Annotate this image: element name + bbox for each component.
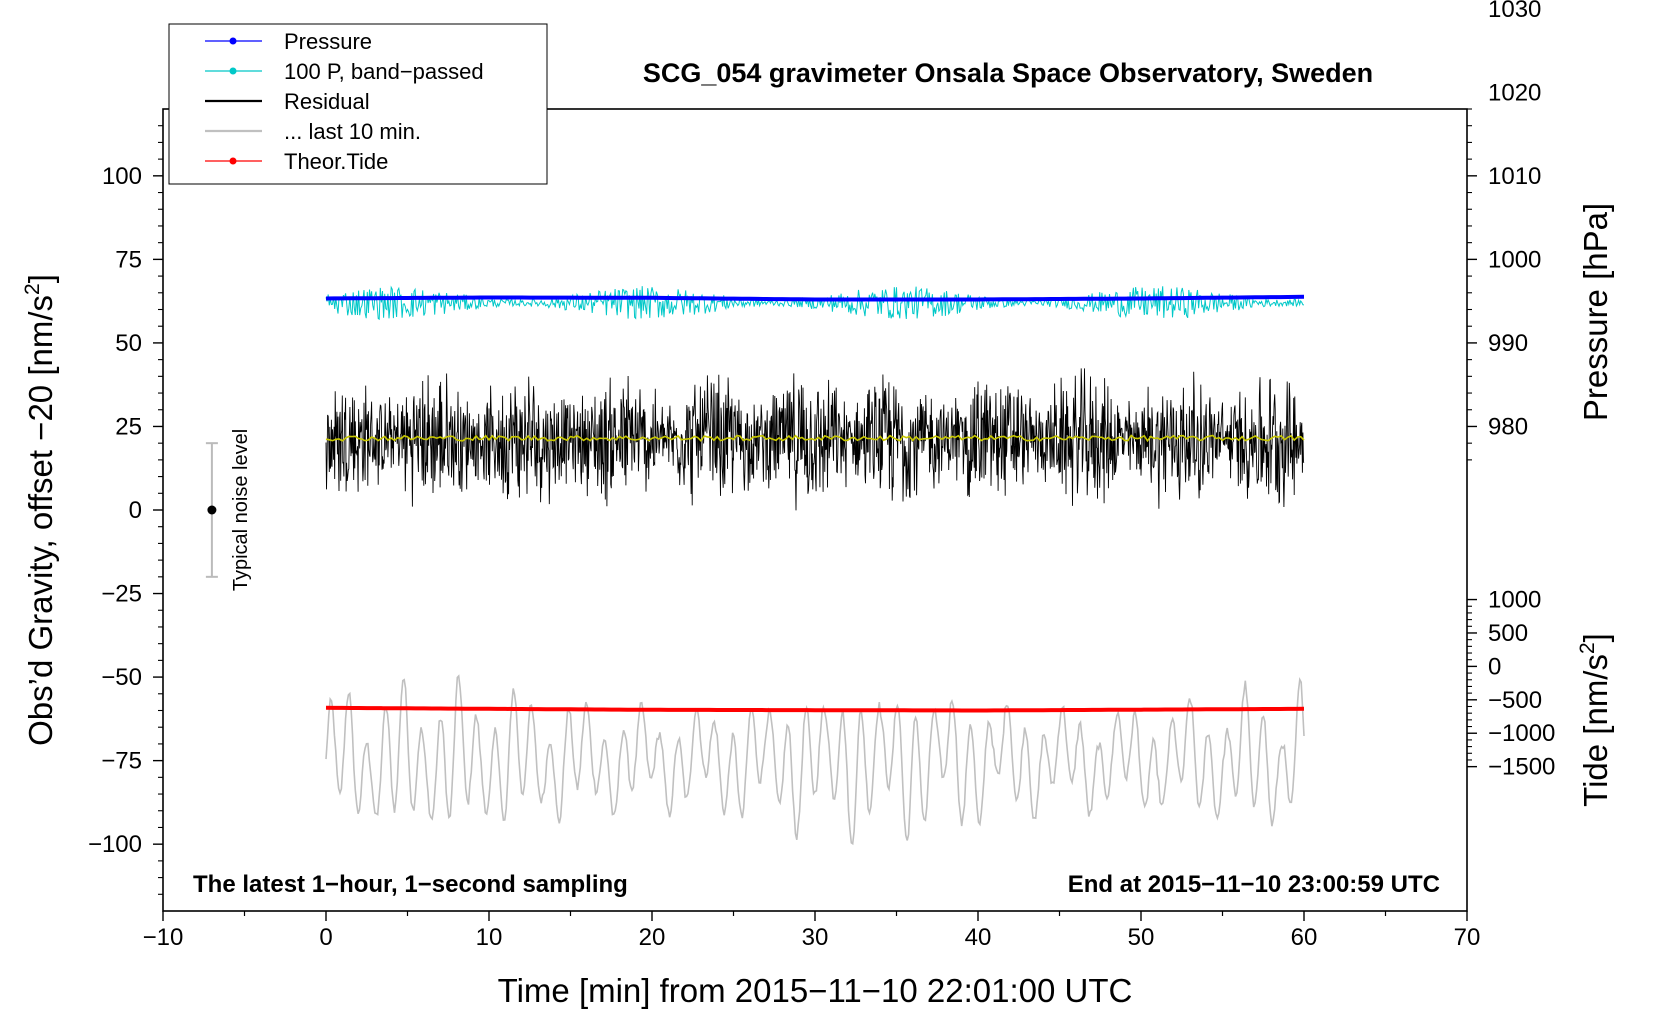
x-tick-label: 60 [1291, 924, 1318, 951]
legend: Pressure 100 P, band−passed Residual ... la… [168, 23, 548, 185]
noise-bar-center-dot [207, 505, 217, 515]
chart-title: SCG_054 gravimeter Onsala Space Observat… [643, 58, 1373, 88]
annotation-left: The latest 1−hour, 1−second sampling [193, 871, 628, 898]
x-axis-label: Time [min] from 2015−11−10 22:01:00 UTC [498, 972, 1133, 1009]
pressure-tick-label: 1000 [1488, 246, 1541, 273]
pressure-bandpassed-line [325, 285, 1305, 321]
y-tick-label: −75 [101, 748, 142, 775]
legend-label: ... last 10 min. [284, 119, 421, 144]
annotation-right: End at 2015−11−10 23:00:59 UTC [1068, 871, 1440, 898]
legend-swatch-marker [229, 157, 237, 165]
tide-tick-label: −1500 [1488, 754, 1555, 781]
pressure-tick-label: 990 [1488, 330, 1528, 357]
tide-tick-label: 0 [1488, 653, 1501, 680]
x-tick-label: 10 [476, 924, 503, 951]
pressure-tick-label: 1030 [1488, 0, 1541, 23]
legend-label: Theor.Tide [284, 149, 388, 174]
pressure-line [325, 294, 1305, 302]
noise-level-indicator [205, 442, 218, 578]
tide-axis-label: Tide [nm/s2] [1576, 633, 1614, 807]
residual-line [325, 368, 1305, 511]
legend-swatch-marker [229, 37, 237, 45]
legend-box [168, 23, 548, 185]
pressure-tick-label: 1020 [1488, 79, 1541, 106]
tide-tick-label: 1000 [1488, 587, 1541, 614]
y-tick-label: 25 [115, 413, 142, 440]
legend-label: Residual [284, 89, 370, 114]
x-tick-label: 70 [1454, 924, 1481, 951]
y-tick-label: 100 [102, 163, 142, 190]
legend-swatch-marker [229, 67, 237, 75]
x-tick-label: −10 [143, 924, 184, 951]
x-tick-label: 30 [802, 924, 829, 951]
tide-tick-label: 500 [1488, 620, 1528, 647]
tide-last-10min-line [325, 674, 1305, 846]
tide-tick-label: −500 [1488, 687, 1542, 714]
y-tick-label: 50 [115, 330, 142, 357]
residual-smoothed-line [325, 434, 1305, 443]
y-axis-label: Obs’d Gravity, offset −20 [nm/s2] [21, 274, 59, 746]
y-tick-label: 0 [129, 497, 142, 524]
theor-tide-line [325, 705, 1305, 713]
x-tick-label: 0 [319, 924, 332, 951]
pressure-axis-label: Pressure [hPa] [1577, 203, 1614, 421]
y-tick-label: −100 [88, 831, 142, 858]
axes-layer: −10 0 10 20 30 40 50 60 701007550250−25−50−75−10… [88, 0, 1555, 951]
pressure-tick-label: 980 [1488, 413, 1528, 440]
tide-tick-label: −1000 [1488, 720, 1555, 747]
x-tick-label: 50 [1128, 924, 1155, 951]
y-tick-label: 75 [115, 246, 142, 273]
y-tick-label: −25 [101, 581, 142, 608]
legend-label: Pressure [284, 29, 372, 54]
pressure-tick-label: 1010 [1488, 163, 1541, 190]
x-tick-label: 20 [639, 924, 666, 951]
legend-label: 100 P, band−passed [284, 59, 484, 84]
series-layer [325, 285, 1305, 846]
noise-level-label: Typical noise level [230, 429, 252, 591]
x-tick-label: 40 [965, 924, 992, 951]
y-tick-label: −50 [101, 664, 142, 691]
